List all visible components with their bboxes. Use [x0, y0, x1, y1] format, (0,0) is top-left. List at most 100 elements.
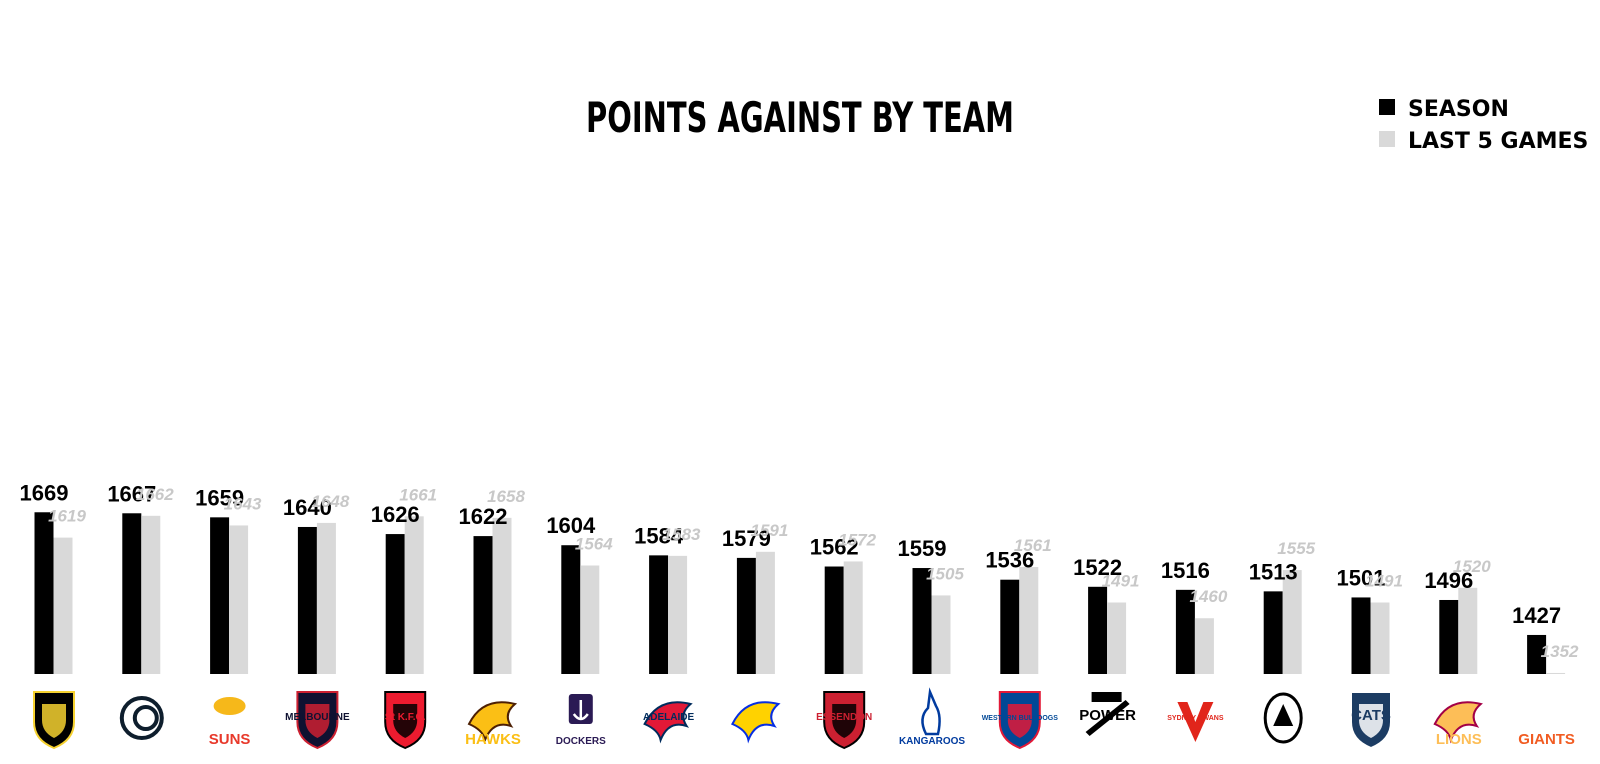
bar-season: [1088, 586, 1108, 674]
bar-last5: [1370, 602, 1390, 674]
bar-season: [473, 536, 493, 674]
logo-wordmark: LIONS: [1436, 731, 1482, 748]
data-label-last5: 1352: [1541, 642, 1579, 661]
data-label-last5: 1460: [1189, 587, 1227, 606]
legend: SEASON LAST 5 GAMES: [1379, 97, 1588, 154]
legend-label-season: SEASON: [1408, 97, 1509, 122]
data-label-season: 1559: [898, 536, 947, 561]
melbourne-shield-icon: MELBOURNE: [285, 691, 350, 750]
logo-wordmark: HAWKS: [465, 731, 521, 748]
data-label-last5: 1643: [224, 494, 262, 513]
data-label-last5: 1564: [575, 535, 613, 554]
data-label-season: 1640: [283, 495, 332, 520]
bar-season: [34, 512, 54, 674]
bar-season: [1000, 579, 1020, 674]
bars-layer: [34, 512, 1566, 674]
data-label-season: 1659: [195, 485, 244, 510]
team-logos-row: SUNS MELBOURNE St K.F.C. HAWKS DOCKERS ADELAI…: [33, 687, 1575, 750]
bar-last5: [229, 525, 249, 674]
collingwood-magpie-icon: [1263, 692, 1303, 744]
data-label-season: 1579: [722, 526, 771, 551]
bar-season: [561, 545, 581, 674]
richmond-tiger-icon: [33, 691, 75, 750]
bar-last5: [843, 561, 863, 674]
logo-wordmark: GIANTS: [1518, 731, 1575, 748]
bar-season: [1175, 589, 1195, 674]
bar-season: [736, 557, 756, 674]
bar-season: [122, 513, 142, 674]
logo-wordmark: MELBOURNE: [285, 712, 350, 723]
data-label-season: 1626: [371, 502, 420, 527]
bar-last5: [931, 595, 951, 674]
data-label-season: 1536: [985, 548, 1034, 573]
bar-last5: [580, 565, 600, 674]
bar-season: [1263, 591, 1283, 674]
logo-wordmark: KANGAROOS: [899, 736, 965, 747]
data-label-season: 1516: [1161, 558, 1210, 583]
bulldogs-shield-icon: WESTERN BULLDOGS: [982, 691, 1059, 750]
data-label-last5: 1662: [136, 485, 174, 504]
bar-season: [1439, 599, 1459, 674]
bar-season: [649, 555, 669, 674]
legend-label-last5: LAST 5 GAMES: [1408, 129, 1588, 154]
logo-wordmark: WESTERN BULLDOGS: [982, 715, 1059, 722]
data-label-last5: 1591: [750, 521, 788, 540]
legend-swatch-season: [1379, 99, 1395, 115]
logo-wordmark: DOCKERS: [556, 736, 606, 747]
logo-wordmark: SYDNEY SWANS: [1167, 715, 1224, 722]
logo-wordmark: ESSENDON: [816, 712, 872, 723]
bar-last5: [316, 522, 336, 674]
bar-last5: [1282, 570, 1302, 674]
carlton-cfc-icon: [119, 696, 164, 740]
logo-wordmark: St K.F.C.: [385, 712, 426, 723]
bar-last5: [1107, 602, 1127, 674]
eagles-eagle-icon: [731, 701, 781, 744]
chart-title: POINTS AGAINST BY TEAM: [586, 93, 1014, 142]
bar-season: [210, 517, 230, 674]
crows-crow-icon: ADELAIDE: [643, 701, 694, 744]
bar-last5: [492, 517, 512, 674]
bar-season: [297, 526, 317, 674]
data-label-season: 1669: [20, 480, 69, 505]
data-label-season: 1427: [1512, 603, 1561, 628]
bar-last5: [755, 551, 775, 674]
data-label-last5: 1491: [1102, 572, 1140, 591]
data-label-last5: 1648: [311, 492, 349, 511]
data-label-season: 1667: [107, 481, 156, 506]
logo-wordmark: SUNS: [209, 731, 251, 748]
bar-last5: [404, 516, 424, 674]
bar-season: [824, 566, 844, 674]
data-label-last5: 1572: [838, 530, 876, 549]
bar-last5: [1194, 618, 1214, 674]
stkilda-shield-icon: St K.F.C.: [384, 691, 427, 750]
data-label-last5: 1583: [663, 525, 701, 544]
power-logo-icon: POWER: [1079, 692, 1136, 736]
data-label-last5: 1661: [399, 485, 437, 504]
bar-last5: [1546, 672, 1566, 674]
data-label-season: 1622: [459, 504, 508, 529]
cats-shield-icon: CATS: [1350, 691, 1392, 750]
data-label-last5: 1505: [926, 564, 964, 583]
data-label-season: 1562: [810, 535, 859, 560]
dockers-anchor-icon: DOCKERS: [556, 694, 606, 747]
essendon-shield-icon: ESSENDON: [816, 691, 872, 750]
bar-season: [1527, 634, 1547, 674]
bar-season: [385, 534, 405, 674]
hawks-hawk-icon: HAWKS: [465, 701, 521, 748]
data-label-season: 1513: [1249, 559, 1298, 584]
legend-swatch-last5: [1379, 131, 1395, 147]
data-label-last5: 1619: [48, 507, 86, 526]
swans-swan-icon: SYDNEY SWANS: [1167, 702, 1224, 742]
data-label-season: 1501: [1337, 565, 1386, 590]
bar-season: [912, 568, 932, 674]
giants-logo-icon: GIANTS: [1518, 697, 1575, 748]
data-label-season: 1522: [1073, 555, 1122, 580]
data-label-last5: 1658: [487, 487, 525, 506]
kangaroos-roo-icon: KANGAROOS: [899, 687, 965, 747]
logo-wordmark: POWER: [1079, 707, 1136, 724]
data-label-last5: 1491: [1365, 572, 1403, 591]
lions-lion-icon: LIONS: [1433, 701, 1483, 748]
data-label-season: 1604: [546, 513, 596, 538]
